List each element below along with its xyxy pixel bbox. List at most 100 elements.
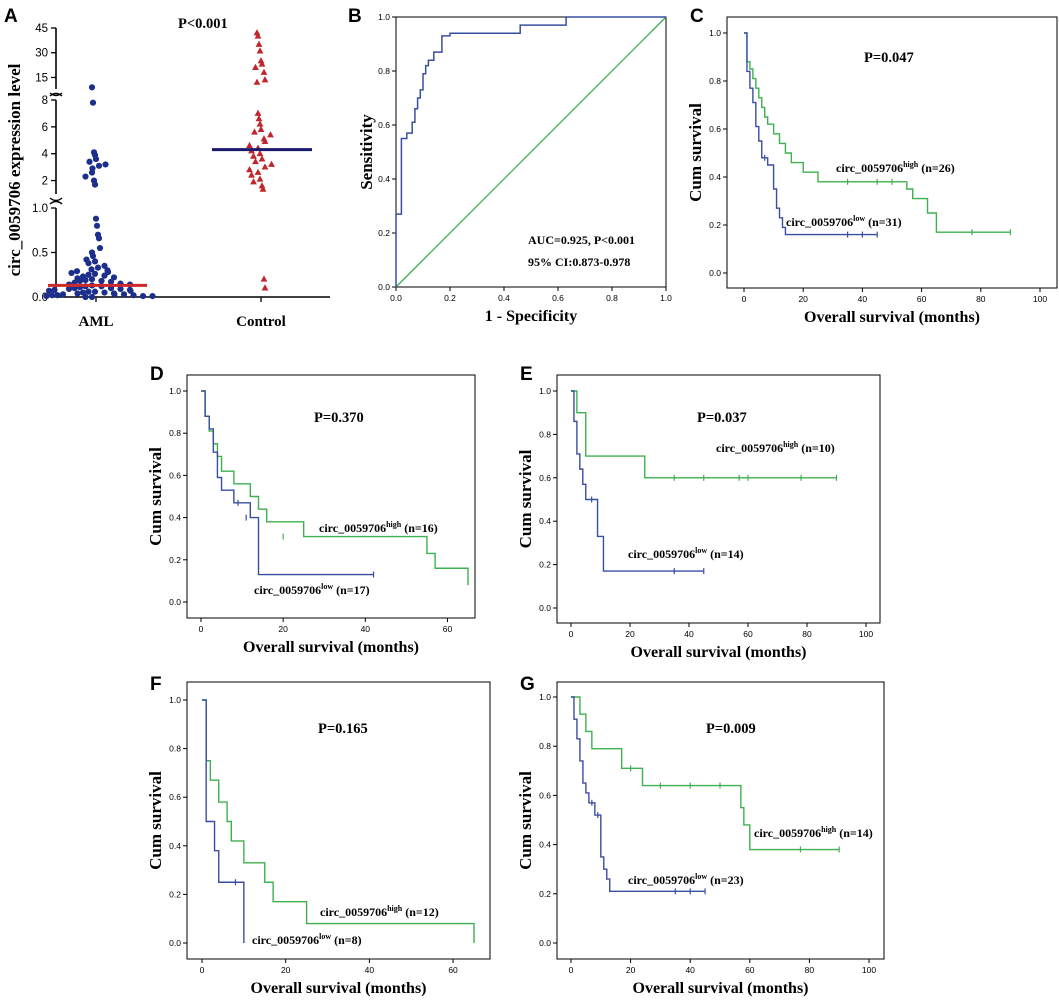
y-tick-label: 0.6	[539, 790, 551, 800]
data-point	[254, 109, 262, 116]
data-point	[252, 157, 259, 165]
plot-frame	[556, 681, 885, 960]
x-tick-label: 60	[743, 629, 753, 639]
auc-annotation: AUC=0.925, P<0.001	[528, 233, 635, 247]
data-point	[260, 275, 268, 282]
plot-frame	[186, 681, 491, 960]
x-tick-label: 0.4	[498, 293, 510, 303]
data-point	[259, 185, 267, 192]
y-tick-label: 0.5	[32, 248, 48, 260]
data-point	[127, 287, 134, 294]
panel-b: B 0.0 0.2 0.4 0.6 0.8 1.0 0.0 0.2 0.4 0.6 0.8 1.0 1 -…	[348, 6, 672, 325]
y-tick-label: 1.0	[709, 28, 721, 38]
x-axis-label: Overall survival (months)	[804, 309, 980, 326]
data-point	[256, 120, 264, 127]
axis-break-mark	[49, 92, 63, 97]
survival-curve-low	[571, 696, 706, 893]
axis-break-mark	[49, 200, 63, 205]
y-tick-label: 4	[42, 149, 49, 161]
x-tick-label: 0	[199, 624, 204, 634]
legend-label-high: circ_0059706high (n=14)	[754, 825, 873, 840]
data-point	[82, 276, 89, 284]
data-point	[268, 160, 275, 167]
legend-label-low: circ_0059706low (n=31)	[786, 214, 902, 229]
y-tick-label: 0.2	[378, 228, 390, 238]
panel-g: G 0 20 40 60 80 100 0.0 0.2 0.4 0.6 0.8 1.0 Overall s…	[516, 674, 885, 997]
data-point	[95, 162, 103, 169]
data-point	[91, 270, 99, 277]
panel-label: G	[520, 674, 535, 695]
p-value-label: P=0.370	[314, 410, 364, 426]
category-label: Control	[236, 314, 286, 330]
data-point	[88, 266, 95, 273]
data-point	[73, 268, 81, 275]
plot-frame	[395, 16, 667, 288]
y-axis-label: circ_0059706 expression level	[5, 63, 24, 276]
roc-reference-line	[395, 16, 667, 288]
data-point	[258, 60, 266, 67]
data-point	[89, 99, 97, 106]
axis-break-mark	[49, 197, 63, 202]
data-point	[261, 284, 269, 291]
y-tick-label: 0.8	[169, 428, 181, 438]
panel-d: D 0 20 40 60 0.0 0.2 0.4 0.6 0.8 1.0 Overall surviv…	[146, 364, 476, 656]
x-tick-label: 0.0	[390, 293, 402, 303]
data-point	[102, 161, 109, 168]
survival-curve-high	[201, 390, 469, 586]
data-point	[246, 166, 253, 173]
x-tick-label: 0	[200, 965, 205, 975]
y-tick-label: 1.0	[539, 692, 551, 702]
legend-label-high: circ_0059706high (n=26)	[836, 160, 955, 175]
y-tick-label: 0.8	[378, 66, 390, 76]
data-point	[94, 264, 102, 271]
p-value-label: P=0.165	[318, 721, 368, 737]
x-tick-label: 0	[569, 629, 574, 639]
y-tick-label: 0.0	[169, 597, 181, 607]
data-point	[256, 47, 264, 54]
y-tick-label: 8	[42, 95, 48, 107]
x-tick-label: 80	[802, 629, 812, 639]
data-point	[254, 32, 262, 39]
y-tick-label: 0.2	[169, 889, 181, 899]
data-point	[254, 168, 262, 175]
y-tick-label: 0.4	[169, 841, 181, 851]
data-point	[256, 149, 264, 157]
data-point	[43, 293, 50, 300]
y-tick-label: 0.8	[169, 744, 181, 754]
y-tick-label: 0.2	[539, 560, 551, 570]
data-point	[45, 287, 53, 294]
data-point	[95, 235, 103, 242]
plot-frame	[186, 374, 476, 619]
y-tick-label: 2	[42, 176, 48, 188]
x-axis-label: Overall survival (months)	[251, 980, 427, 997]
data-point	[86, 158, 93, 165]
survival-curve-high	[202, 699, 475, 943]
x-tick-label: 0.8	[606, 293, 618, 303]
y-tick-label: 0.8	[709, 76, 721, 86]
x-tick-label: 1.0	[660, 293, 672, 303]
x-tick-label: 40	[685, 965, 695, 975]
y-tick-label: 15	[35, 72, 48, 84]
y-tick-label: 1.0	[539, 386, 551, 396]
y-tick-label: 45	[35, 23, 48, 35]
y-tick-label: 6	[42, 122, 48, 134]
data-point	[256, 175, 264, 182]
data-point	[260, 68, 268, 75]
data-point	[120, 291, 128, 298]
y-tick-label: 0.6	[169, 470, 181, 480]
panel-label: C	[690, 6, 704, 27]
data-point	[91, 181, 99, 188]
y-axis-label: Cum survival	[686, 103, 705, 202]
legend-label-low: circ_0059706low (n=17)	[254, 582, 370, 597]
data-point	[149, 293, 156, 300]
x-tick-label: 60	[745, 965, 755, 975]
survival-curve-high	[571, 390, 837, 479]
data-point	[74, 290, 81, 297]
data-point	[88, 84, 96, 91]
plot-frame	[726, 16, 1058, 289]
y-axis-label: Sensitivity	[357, 114, 376, 190]
survival-curve-high	[744, 32, 1011, 233]
y-axis-label: Cum survival	[146, 771, 165, 870]
data-point	[48, 292, 56, 299]
x-tick-label: 0	[742, 294, 747, 304]
